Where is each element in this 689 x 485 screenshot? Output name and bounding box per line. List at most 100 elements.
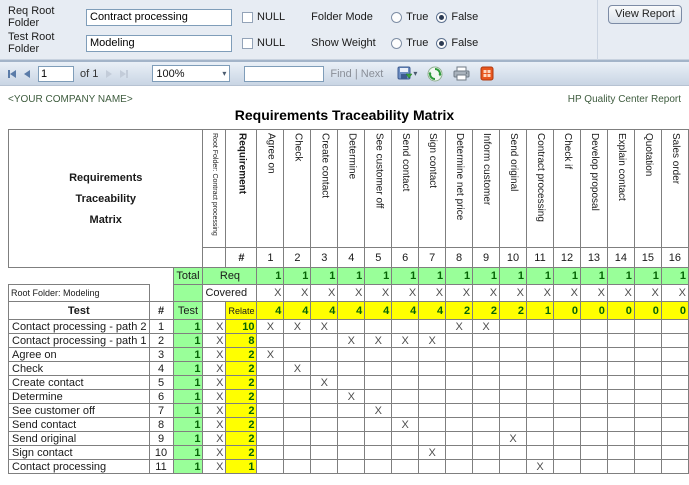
mark-cell [606,375,635,390]
page-number-input[interactable] [38,65,74,82]
test-null-checkbox[interactable] [242,37,253,49]
next-page-icon[interactable] [106,69,113,78]
mark-cell [364,445,393,460]
test-number-cell: 6 [148,389,174,404]
mark-cell [445,459,474,474]
test-null-label: NULL [257,37,286,49]
mark-cell [499,319,528,334]
folder-mode-true-radio[interactable] [391,11,403,23]
print-icon[interactable] [453,66,470,81]
show-weight-false-radio[interactable] [436,37,448,49]
refresh-icon[interactable] [427,66,443,82]
mark-cell [633,403,662,418]
mark-cell [256,417,285,432]
mark-cell [391,375,420,390]
spacer-cell [149,285,173,302]
requirement-header: Requirement [225,129,258,248]
test-covered-cell: X [202,361,227,376]
zoom-select[interactable]: 100% ▾ [152,65,231,82]
mark-cell [364,361,393,376]
mark-cell [391,347,420,362]
test-row: Send contact 8 1 X 2 X [8,417,689,432]
test-number-cell: 11 [148,459,174,474]
relate-total-cell: 4 [391,301,420,320]
relate-total-cell: 4 [310,301,339,320]
mark-cell [472,403,501,418]
mark-cell [499,333,528,348]
covered-mark-cell: X [633,284,662,302]
req-column-header: Develop proposal [579,129,608,248]
mark-cell [552,403,581,418]
covered-mark-cell: X [364,284,393,302]
blank-cell [202,301,227,320]
test-row: Determine 6 1 X 2 X [8,389,689,404]
req-column-header: Sign contact [418,129,447,248]
mark-cell [418,431,447,446]
mark-cell: X [364,403,393,418]
req-total-cell: 1 [472,267,501,285]
page-count-label: of 1 [80,67,99,80]
req-null-checkbox[interactable] [242,11,253,23]
mark-cell [526,431,554,446]
zoom-value: 100% [156,67,185,80]
mark-cell: X [418,445,447,460]
mark-cell [445,361,474,376]
previous-page-icon[interactable] [24,69,30,78]
test-relate-cell: 2 [225,347,258,362]
test-total-cell: 1 [172,459,204,474]
mark-cell: X [418,333,447,348]
folder-mode-false-radio[interactable] [436,11,448,23]
req-total-cell: 1 [660,267,689,285]
last-page-icon[interactable] [120,69,129,78]
mark-cell [526,319,554,334]
relate-label: Relate [225,301,258,320]
mark-cell [418,375,447,390]
find-link[interactable]: Find [330,67,352,80]
mark-cell [310,347,339,362]
covered-mark-cell: X [552,284,581,302]
view-report-button[interactable]: View Report [608,5,682,24]
export-icon[interactable]: ▾ [397,66,417,81]
req-root-folder-input[interactable] [86,8,232,26]
next-link[interactable]: Next [360,67,384,80]
req-total-cell: 1 [552,267,581,285]
mark-cell [633,459,662,474]
mark-cell [579,389,608,404]
mark-cell [552,445,581,460]
test-name-cell: Send original [8,431,150,446]
mark-cell [633,417,662,432]
mark-cell [256,333,285,348]
req-number-cell: 9 [472,247,501,268]
req-column-header: Check if [552,129,581,248]
mark-cell [310,459,339,474]
green-spacer-cell [172,284,204,302]
first-page-icon[interactable] [8,69,16,78]
req-number-cell: 2 [283,247,312,268]
test-root-folder-cell: Root Folder: Modeling [8,284,150,302]
find-input[interactable] [244,65,325,82]
mark-cell: X [283,319,312,334]
export-data-icon[interactable] [480,66,494,81]
test-row: Agree on 3 1 X 2 X [8,347,689,362]
relate-total-cell: 2 [445,301,474,320]
req-number-cell: 13 [579,247,608,268]
relate-total-cell: 0 [552,301,581,320]
req-total-cell: 1 [256,267,285,285]
test-covered-cell: X [202,459,227,474]
relate-total-cell: 4 [337,301,366,320]
mark-cell [418,403,447,418]
mark-cell [337,403,366,418]
mark-cell [579,361,608,376]
folder-mode-true-label: True [406,11,429,23]
mark-cell [633,431,662,446]
mark-cell [526,347,554,362]
mark-cell [472,389,501,404]
req-total-cell: 1 [337,267,366,285]
req-total-cell: 1 [499,267,528,285]
mark-cell [526,445,554,460]
show-weight-true-radio[interactable] [391,37,403,49]
export-menu-caret-icon[interactable]: ▾ [413,69,418,78]
test-root-folder-input[interactable] [86,34,232,52]
test-relate-cell: 8 [225,333,258,348]
relate-total-cell: 2 [472,301,501,320]
